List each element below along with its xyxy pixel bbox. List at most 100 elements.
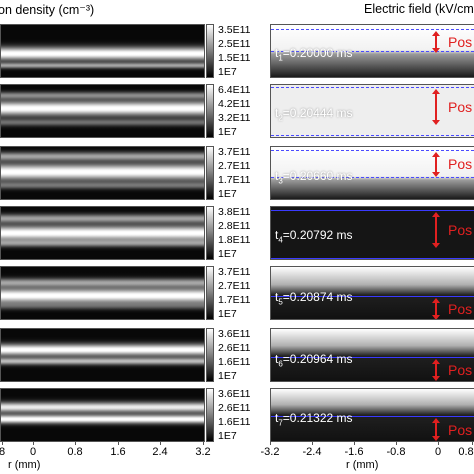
colorbar-tick-label: 3.5E11	[218, 24, 251, 36]
time-subscript: 4	[278, 234, 283, 244]
double-arrow-icon	[432, 417, 440, 441]
position-label: Pos	[448, 301, 473, 318]
time-value: =0.20874 ms	[282, 289, 353, 304]
colorbar-tick-label: 1E7	[218, 308, 237, 320]
boundary-line	[271, 258, 474, 259]
position-label: Pos	[448, 99, 473, 116]
colorbar-tick-label: 1.6E11	[218, 356, 251, 368]
colorbar	[206, 84, 214, 138]
density-panel	[0, 206, 205, 260]
colorbar-tick-label: 2.5E11	[218, 38, 251, 50]
position-label: Pos	[448, 362, 473, 379]
time-value: =0.20660 ms	[282, 168, 353, 183]
colorbar	[206, 328, 214, 382]
colorbar-tick-label: 1E7	[218, 126, 237, 138]
x-tick-mark	[472, 441, 473, 445]
right-panel-title: Electric field (kV/cm	[364, 2, 474, 16]
time-symbol: t	[275, 45, 279, 60]
density-panel	[0, 84, 205, 138]
electric-field-panel: t1=0.20000 ms Pos	[270, 24, 474, 78]
colorbar-tick-label: 2.6E11	[218, 342, 251, 354]
colorbar-tick-label: 2.8E11	[218, 220, 251, 232]
double-arrow-icon	[432, 89, 440, 126]
x-tick-mark	[396, 441, 397, 445]
x-tick-mark	[312, 441, 313, 445]
boundary-line	[271, 177, 474, 179]
colorbar-tick-label: 1.7E11	[218, 294, 251, 306]
time-subscript: 5	[278, 297, 283, 307]
x-tick-mark	[75, 441, 76, 445]
electric-field-panel: t7=0.21322 ms Pos	[270, 388, 474, 442]
colorbar-tick-label: 2.7E11	[218, 280, 251, 292]
x-tick-mark	[354, 441, 355, 445]
colorbar-tick-label: 3.6E11	[218, 328, 251, 340]
time-label: t6=0.20964 ms	[275, 352, 353, 368]
x-tick-label: 1.6	[110, 446, 126, 458]
colorbar-tick-label: 2.6E11	[218, 402, 251, 414]
colorbar-tick-label: 3.7E11	[218, 266, 251, 278]
position-label: Pos	[448, 156, 473, 173]
x-tick-mark	[33, 441, 34, 445]
x-tick-label: -2.4	[302, 446, 322, 458]
colorbar-tick-label: 1E7	[218, 66, 237, 78]
time-symbol: t	[275, 410, 279, 425]
colorbar-tick-label: 3.8E11	[218, 206, 251, 218]
position-label: Pos	[448, 421, 473, 438]
boundary-line	[271, 50, 474, 52]
colorbar-tick-label: 1.6E11	[218, 416, 251, 428]
time-label: t3=0.20660 ms	[275, 169, 353, 185]
position-label: Pos	[448, 34, 473, 51]
x-axis-label: r (mm)	[346, 459, 379, 471]
x-tick-label: 0.8	[67, 446, 83, 458]
colorbar-tick-label: 4.2E11	[218, 98, 251, 110]
colorbar	[206, 24, 214, 78]
time-label: t1=0.20000 ms	[275, 46, 353, 62]
time-subscript: 3	[278, 175, 283, 185]
colorbar-tick-label: 1E7	[218, 248, 237, 260]
colorbar	[206, 266, 214, 320]
double-arrow-icon	[432, 298, 440, 319]
colorbar-tick-label: 3.6E11	[218, 388, 251, 400]
time-label: t4=0.20792 ms	[275, 228, 353, 244]
electric-field-panel: t4=0.20792 ms Pos	[270, 206, 474, 260]
time-subscript: 6	[278, 359, 283, 369]
colorbar-tick-label: 3.2E11	[218, 112, 251, 124]
x-tick-label: -1.6	[344, 446, 364, 458]
electric-field-panel: t6=0.20964 ms Pos	[270, 328, 474, 382]
boundary-line	[271, 296, 474, 298]
x-tick-label: 0.8	[458, 446, 474, 458]
double-arrow-icon	[432, 359, 440, 381]
electric-field-panel: t5=0.20874 ms Pos	[270, 266, 474, 320]
x-axis-label: r (mm)	[8, 459, 41, 471]
time-value: =0.20964 ms	[282, 351, 353, 366]
time-subscript: 7	[278, 417, 283, 427]
double-arrow-icon	[432, 151, 440, 177]
x-tick-label: -0.8	[386, 446, 406, 458]
x-tick-label: 2.4	[152, 446, 168, 458]
density-panel	[0, 328, 205, 382]
colorbar-tick-label: 3.7E11	[218, 146, 251, 158]
colorbar-tick-label: 6.4E11	[218, 84, 251, 96]
electric-field-panel: t3=0.20660 ms Pos	[270, 146, 474, 200]
boundary-line	[271, 416, 474, 417]
position-label: Pos	[448, 221, 473, 238]
boundary-line	[271, 209, 474, 211]
time-label: t7=0.21322 ms	[275, 411, 353, 427]
colorbar	[206, 146, 214, 200]
time-label: t5=0.20874 ms	[275, 290, 353, 306]
x-tick-label: 3.2	[195, 446, 211, 458]
double-arrow-icon	[432, 211, 440, 248]
boundary-line	[271, 149, 474, 151]
left-panel-title: on density (cm⁻³)	[0, 3, 95, 17]
x-tick-label: -3.2	[260, 446, 280, 458]
time-value: =0.20792 ms	[282, 227, 353, 242]
x-tick-label: 0	[434, 446, 442, 458]
x-tick-mark	[203, 441, 204, 445]
colorbar-tick-label: 1E7	[218, 370, 237, 382]
colorbar	[206, 206, 214, 260]
time-subscript: 1	[278, 52, 283, 62]
colorbar-tick-label: 1E7	[218, 188, 237, 200]
density-panel	[0, 266, 205, 320]
time-value: =0.20444 ms	[282, 105, 353, 120]
